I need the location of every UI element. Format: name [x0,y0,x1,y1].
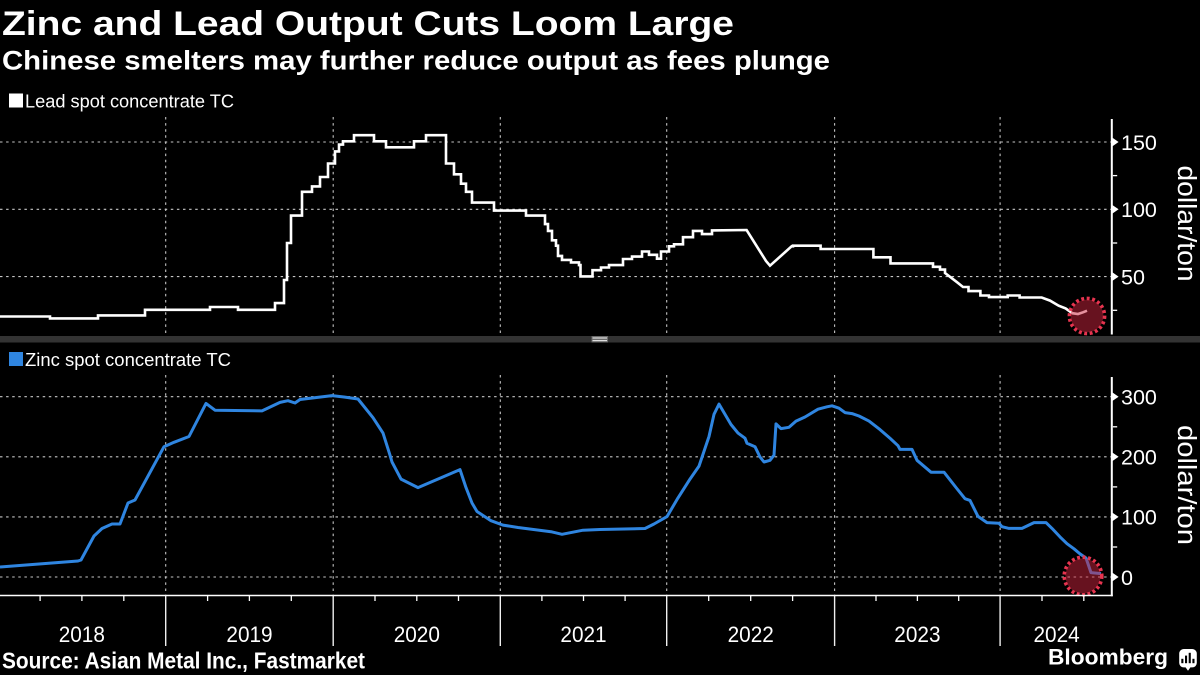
svg-text:dollar/ton: dollar/ton [1172,166,1200,282]
svg-text:2021: 2021 [560,622,606,647]
svg-text:0: 0 [1121,566,1133,590]
svg-text:2022: 2022 [728,622,774,647]
svg-text:100: 100 [1121,198,1157,222]
svg-text:Bloomberg: Bloomberg [1048,645,1168,670]
svg-text:50: 50 [1121,265,1145,289]
svg-text:Source: Asian Metal Inc., Fast: Source: Asian Metal Inc., Fastmarket [2,648,365,674]
svg-text:2019: 2019 [226,622,272,647]
svg-text:200: 200 [1121,446,1157,470]
svg-text:Zinc and Lead Output Cuts Loom: Zinc and Lead Output Cuts Loom Large [2,5,734,43]
svg-text:2018: 2018 [59,622,105,647]
svg-text:300: 300 [1121,386,1157,410]
svg-text:Zinc spot concentrate TC: Zinc spot concentrate TC [25,349,231,370]
svg-text:100: 100 [1121,506,1157,530]
svg-text:150: 150 [1121,131,1157,155]
svg-text:dollar/ton: dollar/ton [1172,425,1200,545]
svg-text:Lead spot concentrate TC: Lead spot concentrate TC [25,91,234,112]
svg-text:2023: 2023 [894,622,940,647]
svg-text:2024: 2024 [1034,622,1080,647]
svg-text:Chinese smelters may further r: Chinese smelters may further reduce outp… [2,46,830,76]
svg-text:2020: 2020 [394,622,440,647]
